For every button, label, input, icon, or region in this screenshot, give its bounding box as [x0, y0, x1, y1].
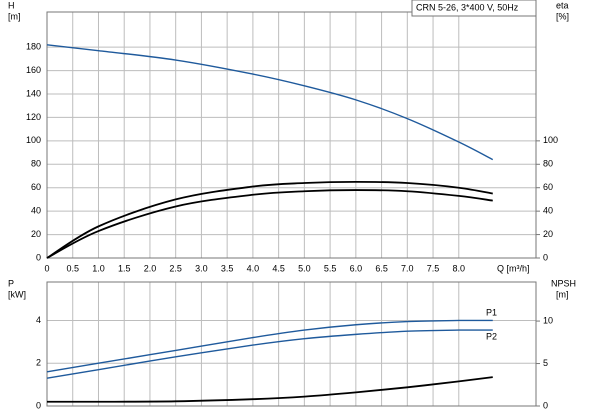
y-tick-label: 2 — [36, 358, 41, 368]
y-label: [kW] — [8, 289, 26, 299]
x-tick-label: 7.0 — [401, 263, 414, 273]
y2-tick-label: 20 — [543, 229, 553, 239]
y-tick-label: 100 — [26, 135, 41, 145]
y2-label: [%] — [556, 11, 569, 21]
y2-tick-label: 80 — [543, 159, 553, 169]
y-tick-label: 180 — [26, 42, 41, 52]
x-tick-label: 3.5 — [221, 263, 234, 273]
series-line — [46, 44, 494, 161]
legend-title: CRN 5-26, 3*400 V, 50Hz — [416, 2, 519, 12]
series-line — [46, 319, 493, 373]
x-tick-label: 1.5 — [118, 263, 131, 273]
x-label: Q [m³/h] — [497, 263, 530, 273]
y2-label: NPSH — [551, 278, 576, 288]
y-tick-label: 4 — [36, 315, 41, 325]
x-tick-label: 4.0 — [247, 263, 260, 273]
y-label: P — [8, 278, 14, 288]
x-tick-label: 0 — [44, 263, 49, 273]
x-tick-label: 8.0 — [453, 263, 466, 273]
y-label: H — [8, 0, 15, 10]
y2-label: [m] — [556, 289, 569, 299]
x-tick-label: 7.5 — [427, 263, 440, 273]
y-tick-label: 0 — [36, 400, 41, 410]
series-label: P1 — [486, 307, 497, 317]
y2-tick-label: 40 — [543, 206, 553, 216]
y2-label: eta — [556, 0, 569, 10]
y-tick-label: 40 — [31, 206, 41, 216]
y-tick-label: 140 — [26, 88, 41, 98]
x-tick-label: 2.5 — [169, 263, 182, 273]
y-tick-label: 80 — [31, 159, 41, 169]
series-line — [46, 180, 493, 259]
x-tick-label: 0.5 — [66, 263, 79, 273]
y-label: [m] — [8, 11, 21, 21]
y-tick-label: 20 — [31, 229, 41, 239]
plot-frame — [46, 281, 537, 407]
y2-tick-label: 0 — [543, 400, 548, 410]
x-tick-label: 1.0 — [92, 263, 105, 273]
x-tick-label: 5.5 — [324, 263, 337, 273]
y-tick-label: 120 — [26, 112, 41, 122]
y2-tick-label: 5 — [543, 358, 548, 368]
y-tick-label: 160 — [26, 65, 41, 75]
y-tick-label: 60 — [31, 182, 41, 192]
y-tick-label: 0 — [36, 252, 41, 262]
x-tick-label: 6.5 — [375, 263, 388, 273]
y2-tick-label: 0 — [543, 252, 548, 262]
plot-frame — [46, 11, 537, 259]
x-tick-label: 5.0 — [298, 263, 311, 273]
y2-tick-label: 60 — [543, 182, 553, 192]
legend-box — [411, 0, 537, 17]
series-line — [46, 329, 493, 379]
y2-tick-label: 100 — [543, 135, 558, 145]
plot-area — [47, 12, 536, 258]
series-line — [46, 189, 493, 259]
x-tick-label: 6.0 — [350, 263, 363, 273]
x-tick-label: 3.0 — [195, 263, 208, 273]
x-tick-label: 2.0 — [144, 263, 157, 273]
series-label: P2 — [486, 331, 497, 341]
x-tick-label: 4.5 — [272, 263, 285, 273]
y2-tick-label: 10 — [543, 315, 553, 325]
plot-area — [47, 282, 536, 406]
series-line — [46, 376, 493, 403]
